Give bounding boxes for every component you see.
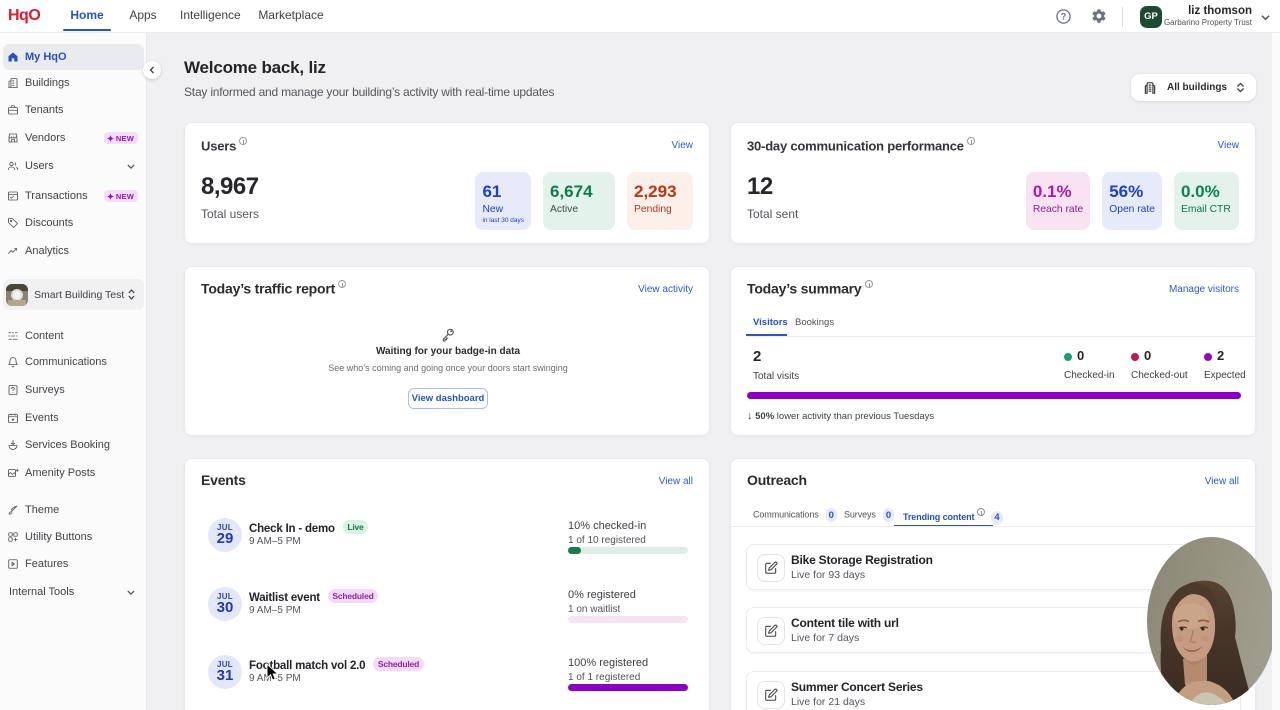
svg-text:?: ? xyxy=(1061,12,1067,22)
